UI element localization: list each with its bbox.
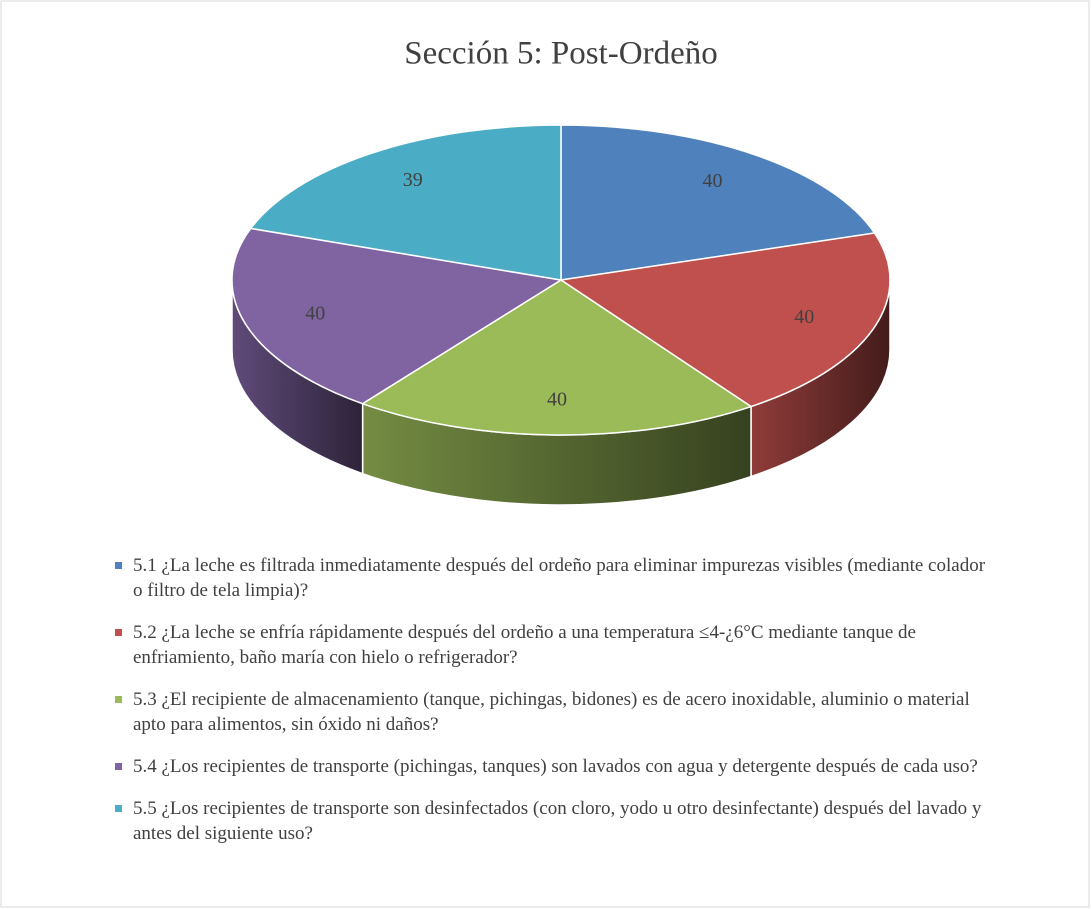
data-label: 40 (702, 170, 722, 192)
legend-item: 5.3 ¿El recipiente de almacenamiento (ta… (113, 687, 993, 737)
slice (231, 227, 564, 405)
slice (558, 232, 891, 408)
legend-item: 5.4 ¿Los recipientes de transporte (pich… (113, 754, 993, 779)
data-label: 40 (305, 302, 325, 324)
legend-label: 5.2 ¿La leche se enfría rápidamente desp… (133, 622, 916, 668)
chart-title: Sección 5: Post-Ordeño (404, 36, 717, 72)
legend-label: 5.4 ¿Los recipientes de transporte (pich… (133, 756, 978, 777)
data-label: 40 (794, 306, 814, 328)
slice (249, 124, 562, 281)
legend: 5.1 ¿La leche es filtrada inmediatamente… (113, 553, 993, 863)
legend-label: 5.1 ¿La leche es filtrada inmediatamente… (133, 555, 986, 601)
slice (560, 124, 876, 281)
legend-swatch (115, 696, 122, 703)
data-label: 39 (403, 169, 423, 191)
legend-item: 5.2 ¿La leche se enfría rápidamente desp… (113, 620, 993, 670)
slice (360, 279, 753, 436)
legend-swatch (115, 805, 122, 812)
legend-swatch (115, 562, 122, 569)
legend-label: 5.3 ¿El recipiente de almacenamiento (ta… (133, 689, 970, 735)
legend-swatch (115, 629, 122, 636)
legend-label: 5.5 ¿Los recipientes de transporte son d… (133, 798, 982, 844)
legend-item: 5.1 ¿La leche es filtrada inmediatamente… (113, 553, 993, 603)
data-label: 40 (547, 388, 567, 410)
legend-item: 5.5 ¿Los recipientes de transporte son d… (113, 796, 993, 846)
legend-swatch (115, 763, 122, 770)
